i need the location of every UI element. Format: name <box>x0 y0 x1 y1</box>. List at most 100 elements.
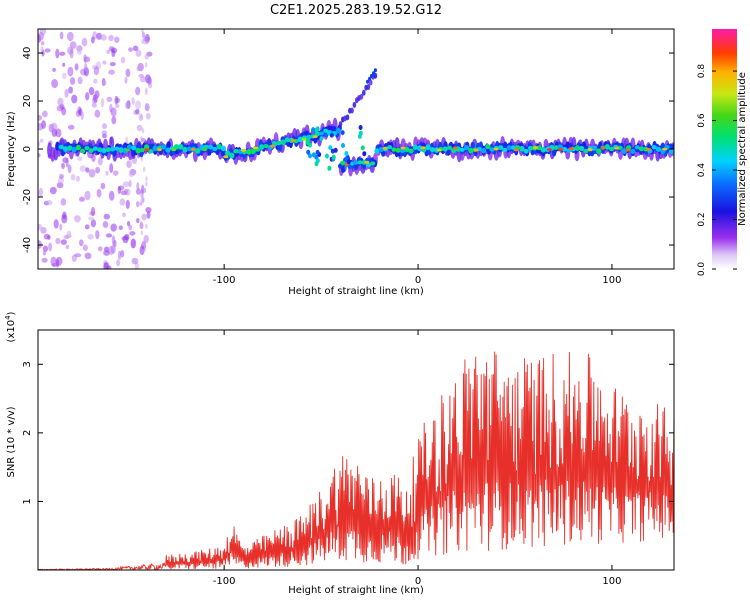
spectrogram-cell <box>446 145 453 150</box>
spectrogram-cell <box>90 219 97 228</box>
spectrogram-cell <box>360 145 365 151</box>
spectrogram-cell <box>452 146 458 150</box>
bottom-y-axis-label: SNR (10 * v/v) <box>6 406 17 477</box>
spectrogram-cell <box>145 181 148 187</box>
spectrogram-cell <box>128 180 132 188</box>
spectrogram-cell <box>178 143 184 150</box>
spectrogram-cell <box>156 148 162 152</box>
spectrogram-cell <box>50 256 57 267</box>
spectrogram-cell <box>88 168 96 178</box>
spectrogram-cell <box>344 151 349 156</box>
spectrogram-cell <box>596 148 602 155</box>
spectrogram-cell <box>148 83 153 89</box>
spectrogram-cell <box>346 159 351 165</box>
spectrogram-cell <box>120 56 126 64</box>
top-y-axis-label: Frequency (Hz) <box>6 111 17 187</box>
spectrogram-cell <box>315 158 320 164</box>
x-tick-label: -100 <box>213 275 236 286</box>
spectrogram-cell <box>493 147 499 151</box>
x-tick-label: 0 <box>415 275 421 286</box>
spectrogram-cell <box>135 108 140 115</box>
spectrogram-cell <box>129 231 136 236</box>
spectrogram-cell <box>128 47 133 52</box>
spectrogram-cell <box>82 244 88 252</box>
spectrogram-cell <box>84 252 92 260</box>
spectrogram-cell <box>536 145 542 151</box>
spectrogram-cell <box>417 145 423 152</box>
spectrogram-cell <box>362 151 367 157</box>
spectrogram-cell <box>70 173 76 181</box>
spectrogram-cell <box>66 31 74 42</box>
spectrogram-cell <box>311 152 316 158</box>
spectrogram-cell <box>373 68 377 73</box>
x-tick-label: 100 <box>602 576 621 587</box>
spectrogram-cell <box>404 146 410 153</box>
spectrogram-cell <box>368 79 373 86</box>
spectrogram-cell <box>114 146 120 151</box>
spectrogram-cell <box>144 103 150 112</box>
y-multiplier-exponent: 4 <box>4 315 12 320</box>
spectrogram-cell <box>130 238 137 249</box>
spectrogram-cell <box>101 147 107 154</box>
spectrogram-cell <box>212 146 218 152</box>
spectrogram-cell <box>38 153 41 158</box>
spectrogram-cell <box>76 49 82 55</box>
spectrogram-cell <box>42 110 48 118</box>
top-x-axis-label: Height of straight line (km) <box>288 286 424 297</box>
spectrogram-cell <box>253 146 258 150</box>
spectrogram-cell <box>125 68 131 78</box>
spectrogram-cell <box>76 45 83 52</box>
spectrogram-cell <box>540 146 546 153</box>
spectrogram-cell <box>558 148 564 151</box>
spectrogram-cell <box>128 171 135 177</box>
spectrogram-cell <box>136 200 140 208</box>
spectrogram-cell <box>625 148 631 152</box>
spectrogram-cell <box>97 147 103 153</box>
spectrogram-cell <box>145 62 148 68</box>
bottom-y-ticks: 1 2 3 <box>22 361 674 505</box>
spectrogram-cell <box>574 145 581 152</box>
spectrogram-cell <box>276 140 282 146</box>
spectrogram-cell <box>105 233 113 238</box>
spectrogram-cell <box>513 148 519 152</box>
spectrogram-cell <box>646 148 652 151</box>
spectrogram-cell <box>368 76 372 81</box>
spectrogram-cell <box>306 149 311 155</box>
spectrogram-cell <box>366 84 371 90</box>
spectrogram-cell <box>77 76 83 85</box>
colorbar-tick-label: 0.0 <box>697 262 707 277</box>
y-tick-label: 20 <box>22 95 33 108</box>
spectrogram-cell <box>485 144 491 150</box>
spectrogram-cell <box>328 145 333 151</box>
spectrogram-cell <box>91 102 97 108</box>
spectrogram-cell <box>463 145 470 151</box>
spectrogram-cell <box>345 114 350 121</box>
spectrogram-cell <box>308 153 312 159</box>
spectrogram-cell <box>118 147 124 153</box>
spectrogram-cell <box>216 143 222 150</box>
spectrogram-cell <box>112 170 119 176</box>
spectrogram-cell <box>442 146 448 152</box>
spectrogram-cell <box>630 148 636 155</box>
spectrogram-cell <box>341 143 345 148</box>
spectrogram-cell <box>57 97 64 106</box>
spectrogram-cell <box>84 145 90 151</box>
spectrogram-cell <box>270 144 275 148</box>
spectrogram-cell <box>145 87 148 93</box>
spectrogram-cell <box>241 149 246 152</box>
spectrogram-cell <box>45 199 53 206</box>
spectrogram-cell <box>110 223 117 232</box>
spectrogram-cell <box>391 147 397 152</box>
spectrogram-cell <box>135 188 141 195</box>
spectrogram-cell <box>118 225 123 231</box>
spectrogram-cell <box>131 145 137 151</box>
spectrogram-cell <box>61 106 67 116</box>
spectrogram-cell <box>135 86 141 96</box>
spectrogram-cell <box>131 97 135 105</box>
y-tick-label: -40 <box>22 237 33 253</box>
spectrogram-cell <box>145 112 151 120</box>
spectrogram-cell <box>143 35 146 41</box>
top-x-ticks: -100 0 100 <box>213 29 621 286</box>
spectrogram-cell <box>48 242 53 252</box>
spectrogram-cell <box>662 147 668 151</box>
